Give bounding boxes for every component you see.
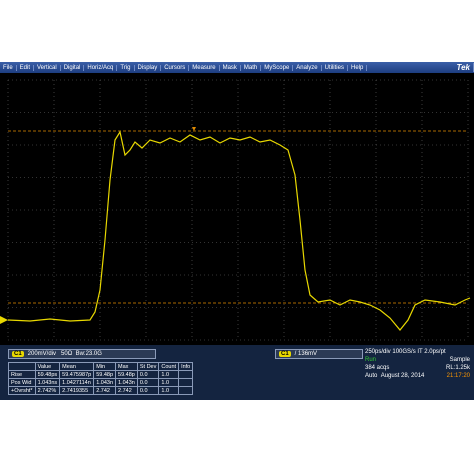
menu-item: Measure [189,64,220,71]
trigger-mode: Auto [365,373,378,379]
menu-item: Analyze [293,64,322,71]
measurement-cell: 1.043n [115,378,138,387]
measurement-cell: 59.48p [115,370,138,379]
measurement-row: Pos Wid 1.043ns 1.0427114n 1.043n 1.043n 0.0 1… [8,378,194,387]
measurement-cell: 1.0 [158,386,180,395]
menu-item: Cursors [161,64,190,71]
measurement-cell [178,386,194,395]
measurement-cell: 0.0 [136,386,160,395]
channel-marker [0,316,8,324]
measurement-cell [178,378,194,387]
column-header: Max [115,362,138,371]
menu-item: Vertical [34,64,61,71]
measurement-cell: 1.043n [93,378,117,387]
trigger-slope: / [294,351,297,357]
column-header: Min [93,362,117,371]
bandwidth: Bw:23.0G [75,351,102,357]
measurement-cell: 2.742 [115,386,138,395]
time: 21:17:20 [446,373,470,379]
date: August 28, 2014 [380,373,425,379]
menu-item: Help [348,64,368,71]
info-panel: C1 200mV/div 50Ω Bw:23.0G C1/ 136mV Value… [0,345,474,400]
measurement-cell: 59.48p [93,370,117,379]
waveform [7,130,471,331]
acquisition-readout: 250ps/div 100GS/s IT 2.0ps/pt Run Sample … [365,349,470,381]
menu-item: File [0,64,17,71]
column-header: Mean [59,362,95,371]
column-header: St Dev [136,362,160,371]
measurement-row: Rise 59.48ps 59.475987p 59.48p 59.48p 0.0 1.0 [8,370,194,379]
scale: 200mV/div [27,351,57,357]
trigger-level: 136mV [298,351,318,357]
measurement-cell: 59.48ps [34,370,61,379]
measurement-row: +Ovrsht* 2.742% 2.7419355 2.742 2.742 0.0 1.0 [8,386,194,395]
acq-mode: Sample [449,357,470,363]
trigger-readout: C1/ 136mV [275,349,363,359]
channel-readout: C1 200mV/div 50Ω Bw:23.0G [8,349,156,359]
menu-bar: File Edit Vertical Digital Horiz/Acq Trig Disp… [0,62,474,73]
menu-item: Utilities [322,64,348,71]
brand: Tek [454,63,474,72]
measurement-cell [178,370,194,379]
column-header [8,362,36,371]
acq-count: 384 acqs [365,365,390,371]
menu-item: Horiz/Acq [84,64,118,71]
measurement-cell: 0.0 [136,370,160,379]
column-header: Info [178,362,194,371]
column-header: Count [158,362,180,371]
menu-item: Digital [61,64,85,71]
menu-item: MyScope [261,64,294,71]
scope-screen [0,73,474,345]
menu-item: Edit [17,64,35,71]
record-length: RL:1.25k [445,365,470,371]
header-row: Value Mean Min Max St Dev Count Info [8,362,194,371]
trigger-marker [192,127,196,131]
menu-item: Trig [117,64,135,71]
channel-tag: C1 [12,351,24,357]
measurement-cell: 2.742% [34,386,61,395]
measurement-cell: 2.742 [93,386,117,395]
menu-item: Math [241,64,262,71]
menu-item: Display [135,64,162,71]
measurement-cell: Pos Wid [8,378,36,387]
measurement-cell: +Ovrsht* [8,386,36,395]
column-header: Value [34,362,61,371]
measurement-table: Value Mean Min Max St Dev Count Info Rise 59.48p… [8,362,194,395]
measurement-cell: Rise [8,370,36,379]
measurement-cell: 1.0 [158,378,180,387]
measurement-cell: 1.0 [158,370,180,379]
menu-item: Mask [220,64,241,71]
run-state: Run [365,357,377,363]
graticule [7,79,469,341]
impedance: 50Ω [61,351,73,357]
measurement-cell: 1.0427114n [59,378,95,387]
measurement-cell: 1.043ns [34,378,61,387]
measurement-cell: 0.0 [136,378,160,387]
measurement-cell: 59.475987p [59,370,95,379]
timebase: 250ps/div 100GS/s IT 2.0ps/pt [365,349,446,355]
screen-bg [0,73,474,345]
trigger-channel: C1 [279,351,291,357]
measurement-cell: 2.7419355 [59,386,95,395]
